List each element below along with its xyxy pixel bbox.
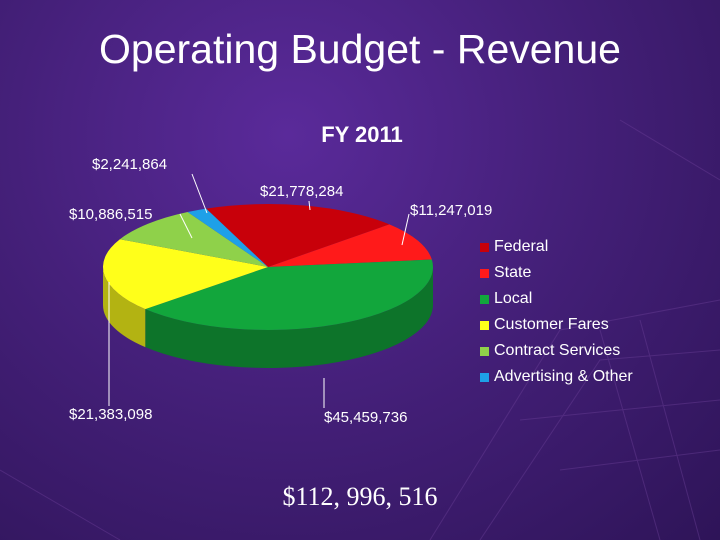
legend-label-contract-services: Contract Services <box>494 342 621 359</box>
chart-title: FY 2011 <box>321 122 403 147</box>
pie-slice-federal <box>206 204 390 267</box>
value-label-federal: $21,778,284 <box>260 183 344 200</box>
legend-label-federal: Federal <box>494 238 549 255</box>
pie-slice-state <box>268 224 432 267</box>
leader-line-advertising-other <box>191 173 208 214</box>
chart-legend: Federal State Local Customer Fares Contr… <box>480 234 633 390</box>
legend-swatch-customer-fares <box>480 320 489 330</box>
pie-side-local <box>145 267 434 369</box>
pie-slice-customer-fares <box>102 239 268 310</box>
slide-title: Operating Budget - Revenue <box>99 26 621 72</box>
pie-side-customer-fares <box>103 267 146 348</box>
legend-item-customer-fares: Customer Fares <box>480 312 633 338</box>
legend-swatch-federal <box>480 242 489 252</box>
legend-swatch-local <box>480 294 489 304</box>
value-label-advertising-other: $2,241,864 <box>92 156 168 173</box>
legend-item-advertising-other: Advertising & Other <box>480 364 633 390</box>
leader-line-federal <box>308 200 311 211</box>
legend-label-state: State <box>494 264 532 281</box>
legend-item-federal: Federal <box>480 234 633 260</box>
leader-line-state <box>401 213 410 246</box>
legend-item-state: State <box>480 260 633 286</box>
pie-chart-plot <box>102 173 434 408</box>
legend-swatch-contract-services <box>480 346 489 356</box>
total-revenue: $112, 996, 516 <box>282 482 438 511</box>
pie-slice-advertising-other <box>187 208 268 267</box>
legend-label-local: Local <box>494 290 533 307</box>
legend-item-contract-services: Contract Services <box>480 338 633 364</box>
pie-slice-contract-services <box>119 211 268 267</box>
pie-chart: FY 2011 $2,241,864 $21,778,284 $11,247,0… <box>52 110 666 440</box>
leader-line-contract-services <box>179 213 193 239</box>
legend-swatch-state <box>480 268 489 278</box>
value-label-state: $11,247,019 <box>410 202 493 219</box>
pie-slice-local <box>145 259 434 330</box>
value-label-customer-fares: $21,383,098 <box>69 406 153 423</box>
value-label-contract-services: $10,886,515 <box>69 206 153 223</box>
value-label-local: $45,459,736 <box>324 409 408 426</box>
legend-label-customer-fares: Customer Fares <box>494 316 609 333</box>
legend-item-local: Local <box>480 286 633 312</box>
legend-swatch-advertising-other <box>480 372 489 382</box>
legend-label-advertising-other: Advertising & Other <box>494 368 633 385</box>
